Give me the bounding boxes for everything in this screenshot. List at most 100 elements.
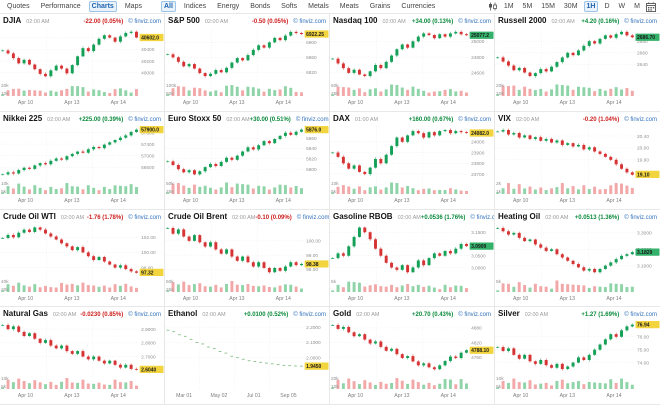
- instrument-title[interactable]: Heating Oil: [498, 211, 541, 221]
- svg-text:5820: 5820: [306, 156, 317, 162]
- instrument-title[interactable]: Russell 2000: [498, 16, 547, 25]
- candlestick-chart[interactable]: 102.00 100.00 98.00 Apr 10 Apr 13 Apr 14 40k 20…: [0, 221, 164, 306]
- svg-text:57800: 57800: [141, 130, 155, 136]
- instrument-title[interactable]: Natural Gas: [3, 309, 48, 319]
- tab-maps[interactable]: Maps: [124, 3, 142, 10]
- filter-grains[interactable]: Grains: [369, 3, 391, 10]
- quote-time: 02:00 AM: [52, 312, 77, 319]
- svg-text:3.0000: 3.0000: [471, 265, 486, 271]
- timeframe-15m[interactable]: 15M: [541, 3, 555, 10]
- quote-change: +0.0513 (1.36%): [574, 214, 620, 221]
- candlestick-chart[interactable]: 2.2000 2.1000 2.0000 Mar 01 May 02 Jul 01 Sep …: [165, 318, 329, 403]
- finviz-link[interactable]: © finviz.com: [128, 19, 161, 25]
- svg-text:Apr 14: Apr 14: [441, 100, 456, 106]
- svg-text:2.7000: 2.7000: [141, 355, 156, 361]
- instrument-title[interactable]: Nasdaq 100: [333, 16, 378, 25]
- svg-text:24000: 24000: [471, 139, 485, 145]
- finviz-link[interactable]: © finviz.com: [624, 116, 657, 123]
- candlestick-chart[interactable]: 24000 23900 23800 23700 Apr 10 Apr 13 Apr 14 10…: [330, 123, 494, 208]
- tab-quotes[interactable]: Quotes: [7, 3, 30, 10]
- instrument-title[interactable]: Gold: [333, 309, 352, 319]
- timeframe-1m[interactable]: 1M: [503, 3, 514, 10]
- finviz-link[interactable]: © finviz.com: [624, 312, 657, 319]
- timeframe-w[interactable]: W: [618, 3, 626, 10]
- svg-text:76.94: 76.94: [637, 323, 650, 329]
- calendar-icon[interactable]: [646, 1, 656, 12]
- svg-text:98.00: 98.00: [141, 265, 153, 271]
- category-filters: All Indices Energy Bonds Softs Metals Meats Gra…: [160, 1, 438, 12]
- timeframe-30m[interactable]: 30M: [563, 3, 578, 10]
- instrument-title[interactable]: Gasoline RBOB: [333, 211, 393, 221]
- filter-all[interactable]: All: [160, 1, 176, 12]
- tab-performance[interactable]: Performance: [40, 3, 81, 10]
- quote-time: 02:00 AM: [204, 19, 229, 25]
- finviz-link[interactable]: © finviz.com: [293, 312, 326, 319]
- candlestick-chart[interactable]: 100.00 99.00 98.00 Apr 10 Apr 13 Apr 14 50k 25k…: [165, 221, 329, 306]
- instrument-title[interactable]: Crude Oil Brent: [168, 211, 228, 221]
- instrument-title[interactable]: Euro Stoxx 50: [168, 113, 222, 123]
- svg-text:Apr 13: Apr 13: [560, 198, 575, 204]
- filter-bonds[interactable]: Bonds: [250, 3, 271, 10]
- candlestick-chart[interactable]: 76.00 75.00 74.00 Apr 10 Apr 13 Apr 14 10k 5k 76…: [495, 318, 660, 403]
- quote-change: +1.27 (1.69%): [581, 312, 620, 319]
- finviz-link[interactable]: © finviz.com: [458, 19, 491, 25]
- finviz-link[interactable]: © finviz.com: [128, 312, 161, 319]
- finviz-link[interactable]: © finviz.com: [458, 312, 491, 319]
- finviz-link[interactable]: © finviz.com: [470, 214, 495, 221]
- instrument-title[interactable]: Ethanol: [168, 309, 198, 319]
- candlestick-chart[interactable]: 6900 6860 6820 Apr 10 Apr 13 Apr 14 100k 50k 692…: [165, 25, 329, 110]
- candlestick-chart[interactable]: 2.9000 2.8000 2.7000 Apr 10 Apr 13 Apr 14 10k 5…: [0, 318, 164, 403]
- svg-text:5k: 5k: [1, 384, 7, 390]
- instrument-title[interactable]: S&P 500: [168, 16, 200, 25]
- chart-type-icon[interactable]: [488, 2, 498, 11]
- svg-text:50k: 50k: [166, 181, 174, 187]
- svg-text:25k: 25k: [166, 287, 174, 293]
- filter-currencies[interactable]: Currencies: [401, 3, 436, 10]
- instrument-title[interactable]: Nikkei 225: [3, 113, 43, 123]
- filter-metals[interactable]: Metals: [308, 3, 329, 10]
- finviz-link[interactable]: © finviz.com: [296, 214, 330, 221]
- finviz-link[interactable]: © finviz.com: [295, 116, 329, 123]
- candlestick-chart[interactable]: 20.40 20.00 19.60 Apr 10 Apr 13 Apr 14 2k 1k 19.…: [495, 123, 660, 208]
- filter-indices[interactable]: Indices: [183, 3, 207, 10]
- instrument-title[interactable]: VIX: [498, 113, 511, 123]
- svg-text:Apr 14: Apr 14: [111, 393, 126, 399]
- candlestick-chart[interactable]: 4880 4820 4760 Apr 10 Apr 13 Apr 14 20k 10k 4788…: [330, 318, 494, 403]
- instrument-title[interactable]: Crude Oil WTI: [3, 211, 56, 221]
- finviz-link[interactable]: © finviz.com: [293, 19, 326, 25]
- timeframe-5m[interactable]: 5M: [522, 3, 533, 10]
- finviz-link[interactable]: © finviz.com: [624, 19, 657, 25]
- finviz-link[interactable]: © finviz.com: [458, 116, 491, 123]
- instrument-title[interactable]: DJIA: [3, 16, 22, 25]
- svg-text:20.00: 20.00: [637, 145, 649, 151]
- svg-text:99.00: 99.00: [306, 252, 318, 258]
- svg-text:1k: 1k: [496, 189, 502, 195]
- tab-charts[interactable]: Charts: [88, 1, 117, 12]
- filter-meats[interactable]: Meats: [339, 3, 359, 10]
- timeframe-1h[interactable]: 1H: [583, 1, 599, 12]
- candlestick-chart[interactable]: 2680 2660 2640 Apr 10 Apr 13 Apr 14 20k 10k 2686…: [495, 25, 660, 110]
- candlestick-chart[interactable]: 57800 57400 57000 56600 Apr 10 Apr 13 Apr 14 10…: [0, 123, 164, 208]
- svg-text:25k: 25k: [166, 189, 174, 195]
- finviz-link[interactable]: © finviz.com: [128, 116, 161, 123]
- finviz-link[interactable]: © finviz.com: [128, 214, 161, 221]
- timeframe-m[interactable]: M: [634, 3, 640, 10]
- timeframe-d[interactable]: D: [604, 3, 610, 10]
- finviz-link[interactable]: © finviz.com: [624, 214, 657, 221]
- filter-energy[interactable]: Energy: [217, 3, 240, 10]
- filter-softs[interactable]: Softs: [281, 3, 298, 10]
- panel-header: Crude Oil Brent 02:00 AM -0.10 (0.09%) © fi…: [165, 210, 329, 221]
- svg-text:75.00: 75.00: [637, 348, 649, 354]
- svg-text:24800: 24800: [471, 55, 485, 61]
- candlestick-chart[interactable]: 25000 24800 24600 Apr 10 Apr 13 Apr 14 50k 25k 2…: [330, 25, 494, 110]
- svg-text:5800: 5800: [306, 167, 317, 173]
- instrument-title[interactable]: DAX: [333, 113, 350, 123]
- svg-text:40k: 40k: [1, 279, 9, 285]
- chart-panel-natural-gas: Natural Gas 02:00 AM -0.0230 (0.85%) © finv…: [0, 307, 165, 405]
- svg-text:40000: 40000: [141, 70, 155, 76]
- instrument-title[interactable]: Silver: [498, 309, 520, 319]
- candlestick-chart[interactable]: 5860 5840 5820 5800 Apr 10 Apr 13 Apr 14 50k 25k…: [165, 123, 329, 208]
